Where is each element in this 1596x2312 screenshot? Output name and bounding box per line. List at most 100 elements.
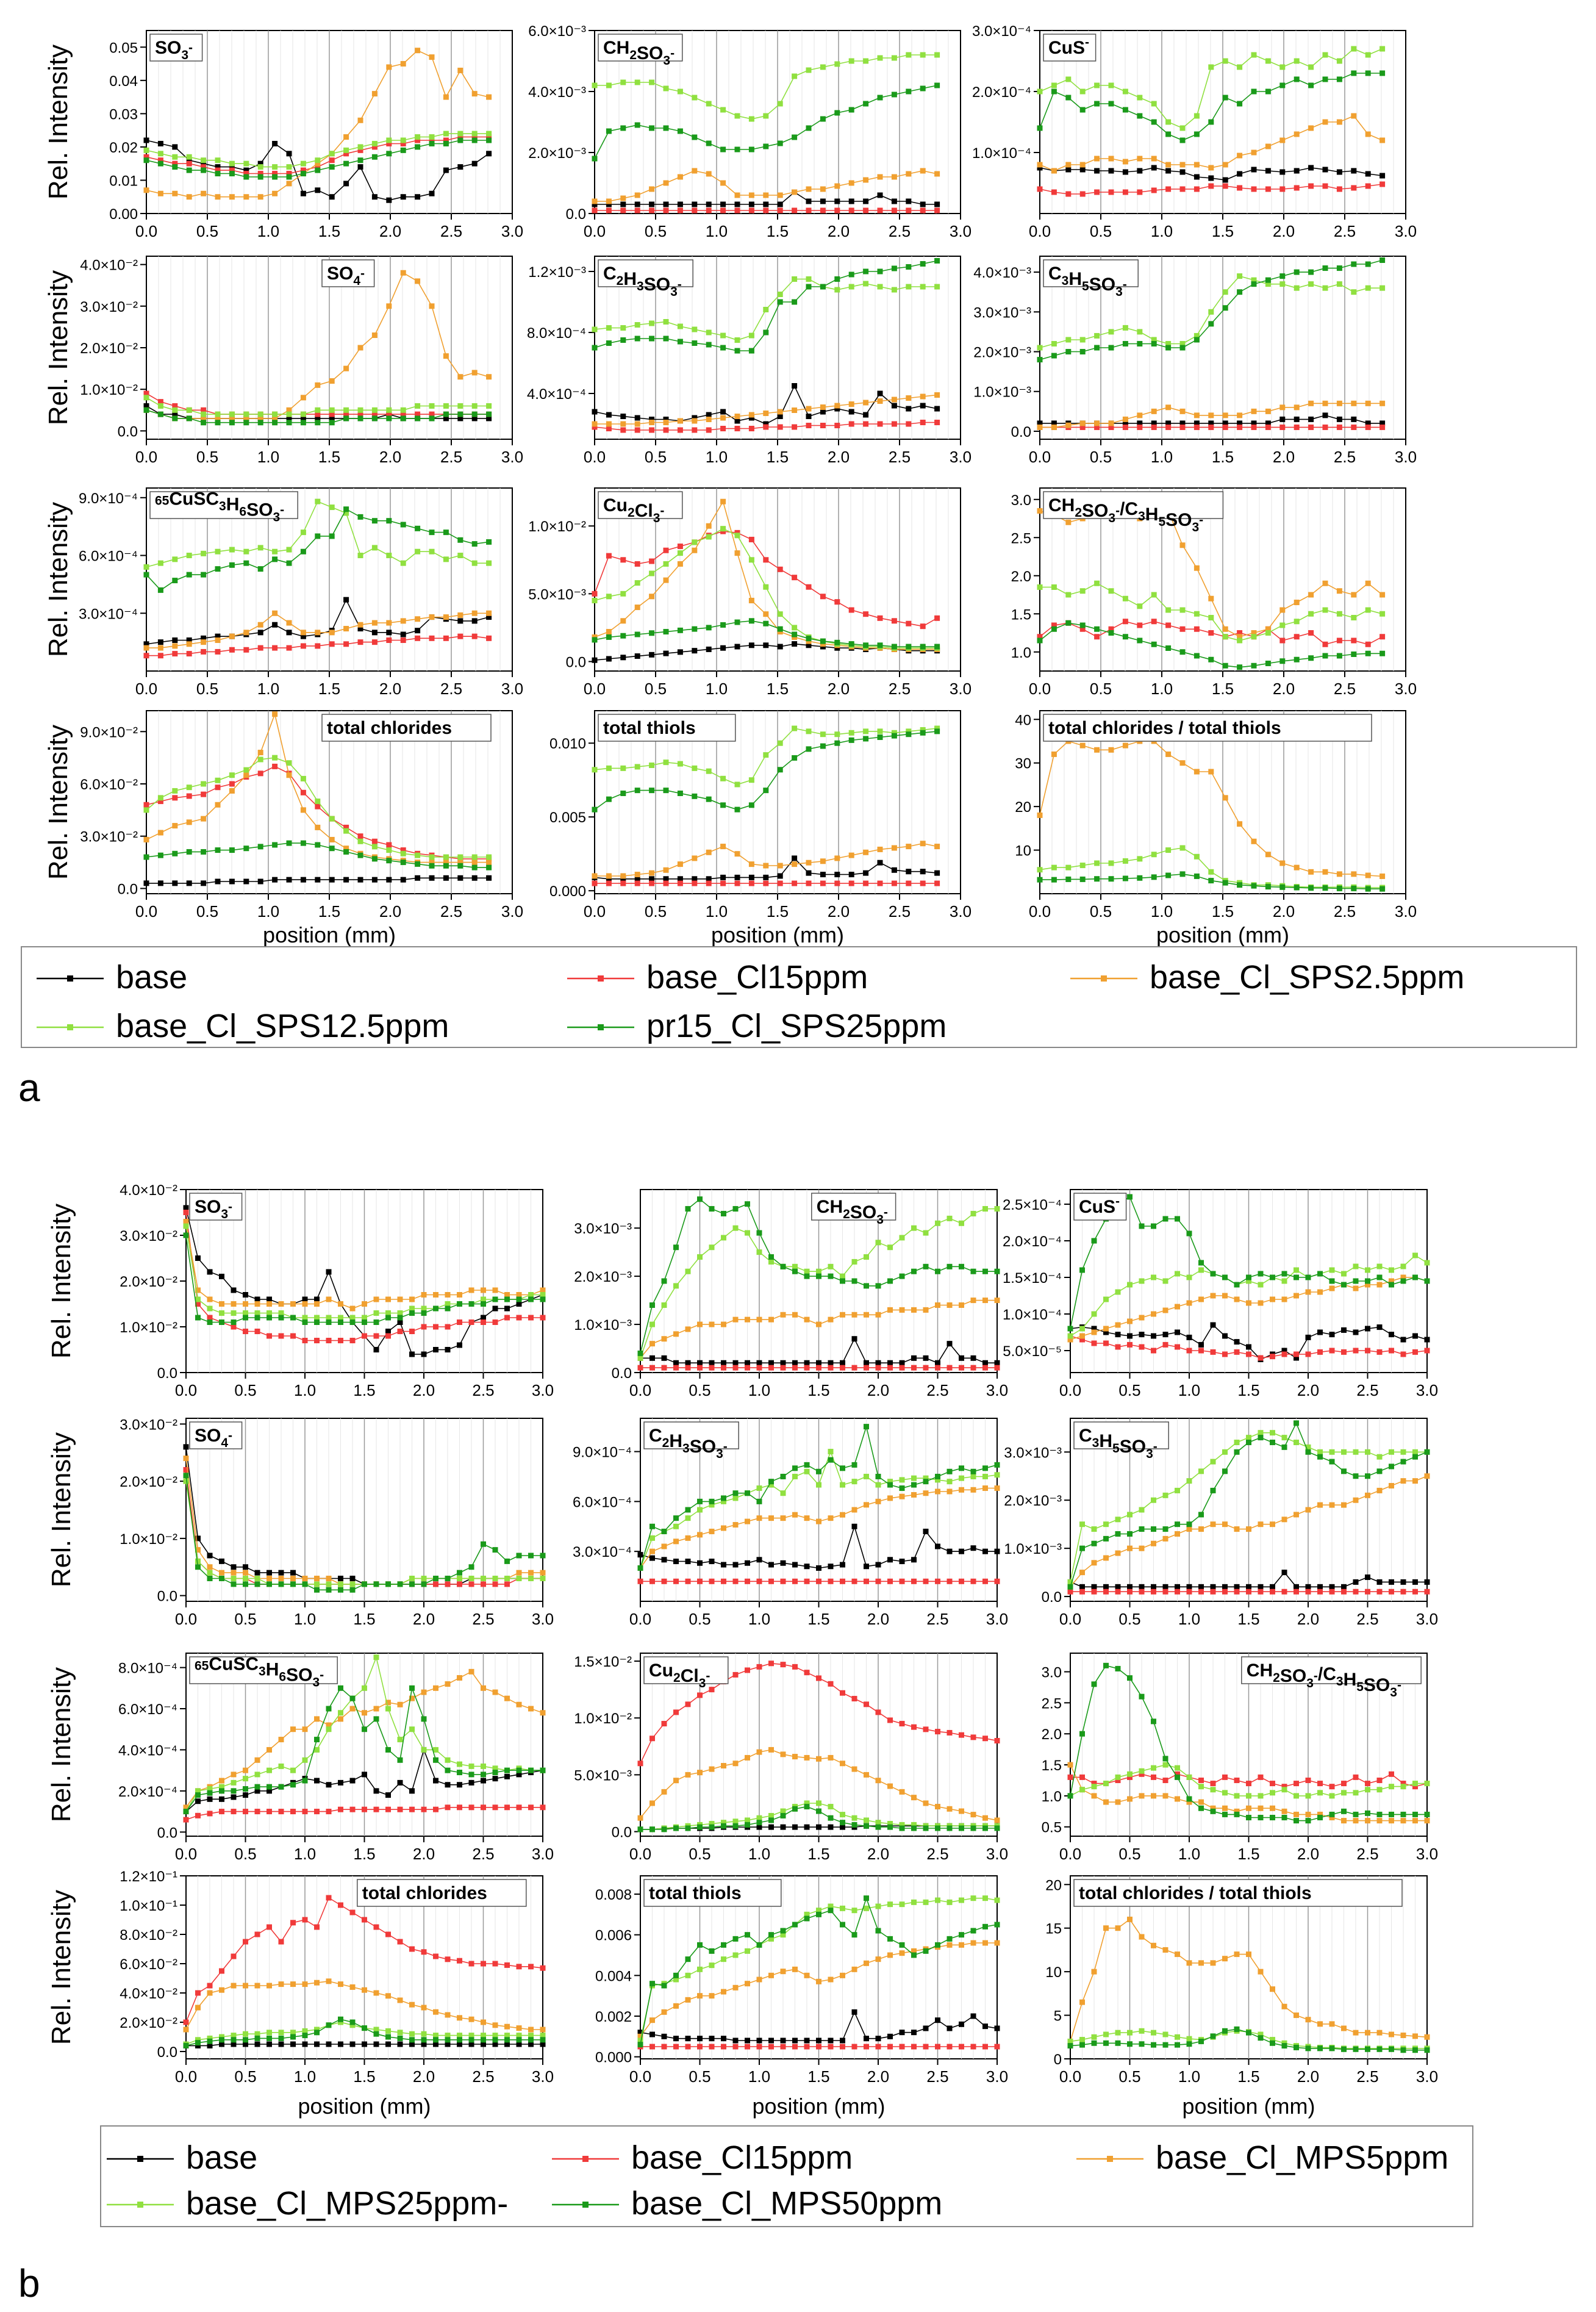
data-point <box>1091 1540 1097 1546</box>
data-point <box>492 1576 498 1581</box>
data-point <box>1079 1731 1085 1737</box>
data-point <box>1279 404 1286 411</box>
data-point <box>734 207 740 214</box>
data-point <box>592 657 598 663</box>
data-point <box>1210 1521 1216 1528</box>
data-point <box>692 418 698 424</box>
data-point <box>1246 1793 1251 1799</box>
subplot-panel-b-7: 0.0 0.5 1.0 1.5 2.0 2.5 3.00.05.0×10⁻³1.0×10⁻²… <box>574 1653 1008 1863</box>
data-point <box>1222 412 1228 418</box>
data-point <box>1079 742 1086 749</box>
data-point <box>697 1560 703 1566</box>
title-box-frame <box>149 34 203 62</box>
data-point <box>606 325 612 331</box>
data-point <box>887 2044 893 2050</box>
data-point <box>816 1321 821 1327</box>
data-point <box>1270 1296 1275 1302</box>
data-point <box>911 1355 917 1361</box>
data-point <box>649 1523 655 1529</box>
data-point <box>620 618 626 624</box>
data-point <box>763 307 769 312</box>
data-point <box>1151 641 1157 647</box>
data-point <box>649 1535 655 1541</box>
data-point <box>1122 619 1128 625</box>
data-point <box>1094 168 1100 174</box>
data-point <box>1365 1781 1370 1787</box>
data-point <box>840 1761 845 1767</box>
data-point <box>877 860 883 866</box>
series-1 <box>637 2044 1000 2050</box>
data-point <box>887 1365 893 1371</box>
data-point <box>1151 1274 1156 1280</box>
data-point <box>840 2037 845 2044</box>
data-point <box>272 415 278 422</box>
data-point <box>195 1287 201 1293</box>
data-point <box>415 861 421 867</box>
data-point <box>1353 1497 1359 1503</box>
data-point <box>349 2041 356 2047</box>
data-point <box>278 1581 284 1587</box>
data-point <box>492 2022 498 2028</box>
data-point <box>1108 420 1114 426</box>
subplot-title: SO3- <box>195 1197 232 1221</box>
data-point <box>445 1581 451 1587</box>
subplot-title: CH2SO3-/C3H5SO3- <box>1048 495 1203 534</box>
data-point <box>195 1547 201 1553</box>
data-point <box>315 160 321 167</box>
title-box-frame <box>811 1193 896 1221</box>
x-tick-label: 1.5 <box>807 1845 829 1863</box>
x-tick-label: 1.5 <box>807 1610 829 1628</box>
data-point <box>1294 1351 1299 1357</box>
data-point <box>481 1581 486 1587</box>
x-tick-label: 2.5 <box>472 1610 494 1628</box>
data-point <box>649 1800 655 1806</box>
data-point <box>1094 580 1100 586</box>
data-point <box>143 854 149 860</box>
x-tick-label: 1.5 <box>353 1381 375 1399</box>
data-point <box>677 128 683 134</box>
data-point <box>1294 2012 1299 2019</box>
data-point <box>1139 1223 1145 1229</box>
panel-a-label: a <box>18 1066 40 1110</box>
data-point <box>1139 1793 1145 1799</box>
data-point <box>1365 1787 1370 1793</box>
data-point <box>415 278 421 284</box>
data-point <box>1329 1348 1335 1354</box>
data-point <box>763 620 769 626</box>
data-point <box>1067 2038 1073 2044</box>
data-point <box>1139 1526 1145 1532</box>
data-point <box>338 1319 343 1325</box>
data-point <box>481 1576 486 1581</box>
data-point <box>1094 345 1100 351</box>
data-point <box>1305 1351 1311 1357</box>
data-point <box>257 566 263 572</box>
data-point <box>429 530 435 536</box>
data-point <box>143 147 149 153</box>
data-point <box>219 1576 224 1581</box>
data-point <box>315 164 321 170</box>
data-point <box>692 168 698 174</box>
data-point <box>899 1559 905 1565</box>
data-point <box>982 1895 988 1901</box>
data-point <box>1108 82 1114 88</box>
data-point <box>231 1581 237 1587</box>
data-point <box>864 1895 869 1901</box>
data-point <box>1051 420 1057 426</box>
data-point <box>1258 2031 1264 2037</box>
data-point <box>1051 88 1057 95</box>
y-tick-label: 1.5 <box>1011 606 1031 623</box>
data-point <box>429 140 435 146</box>
data-point <box>1234 1439 1240 1445</box>
data-point <box>994 1268 1000 1274</box>
data-point <box>1317 1449 1323 1455</box>
data-point <box>1179 345 1186 351</box>
data-point <box>385 1792 391 1798</box>
legend-marker <box>137 2156 143 2162</box>
data-point <box>326 1722 332 1728</box>
data-point <box>620 633 626 639</box>
data-point <box>457 1301 462 1307</box>
data-point <box>183 1809 189 1815</box>
data-point <box>1281 2003 1287 2009</box>
data-point <box>920 261 926 267</box>
data-point <box>677 561 683 567</box>
